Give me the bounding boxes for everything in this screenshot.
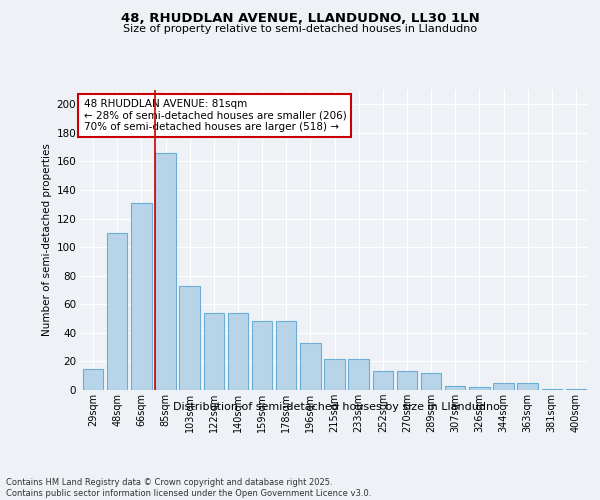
Bar	[107, 233, 127, 390]
Bar	[155, 153, 176, 390]
Bar	[131, 203, 152, 390]
Bar	[349, 358, 369, 390]
Bar	[373, 372, 393, 390]
Bar	[179, 286, 200, 390]
Bar	[445, 386, 466, 390]
Bar	[227, 313, 248, 390]
Bar	[276, 322, 296, 390]
Bar	[83, 368, 103, 390]
Text: 48 RHUDDLAN AVENUE: 81sqm
← 28% of semi-detached houses are smaller (206)
70% of: 48 RHUDDLAN AVENUE: 81sqm ← 28% of semi-…	[83, 99, 346, 132]
Text: Contains HM Land Registry data © Crown copyright and database right 2025.
Contai: Contains HM Land Registry data © Crown c…	[6, 478, 371, 498]
Bar	[324, 358, 345, 390]
Bar	[397, 372, 417, 390]
Bar	[542, 388, 562, 390]
Text: Distribution of semi-detached houses by size in Llandudno: Distribution of semi-detached houses by …	[173, 402, 499, 412]
Text: 48, RHUDDLAN AVENUE, LLANDUDNO, LL30 1LN: 48, RHUDDLAN AVENUE, LLANDUDNO, LL30 1LN	[121, 12, 479, 26]
Bar	[566, 388, 586, 390]
Bar	[300, 343, 320, 390]
Y-axis label: Number of semi-detached properties: Number of semi-detached properties	[42, 144, 52, 336]
Bar	[203, 313, 224, 390]
Bar	[493, 383, 514, 390]
Bar	[252, 322, 272, 390]
Text: Size of property relative to semi-detached houses in Llandudno: Size of property relative to semi-detach…	[123, 24, 477, 34]
Bar	[469, 387, 490, 390]
Bar	[421, 373, 442, 390]
Bar	[517, 383, 538, 390]
